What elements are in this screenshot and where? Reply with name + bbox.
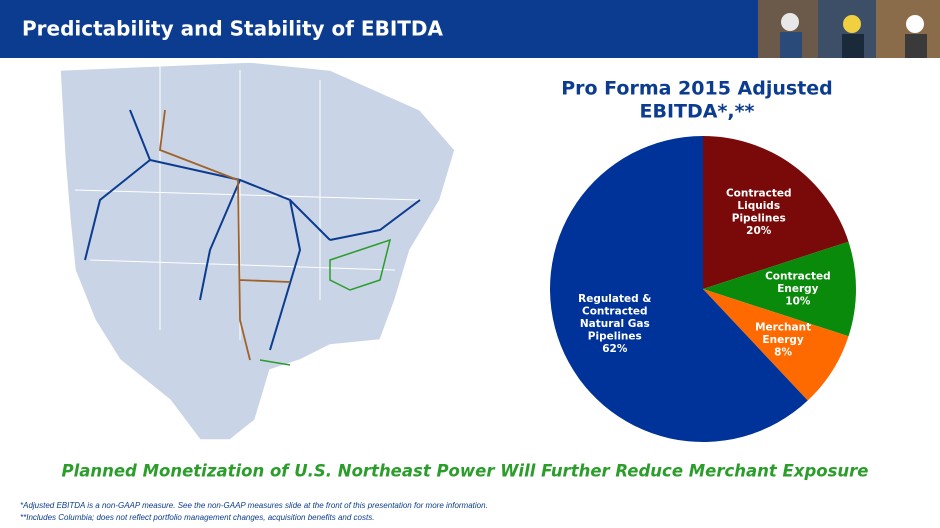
slice-label: Contracted bbox=[726, 188, 792, 200]
pie-slice bbox=[703, 289, 849, 401]
value-label: 10% bbox=[785, 296, 811, 308]
value-label: 8% bbox=[774, 346, 792, 358]
slide-title: Predictability and Stability of EBITDA bbox=[22, 17, 444, 41]
footnote: **Includes Columbia; does not reflect po… bbox=[20, 513, 374, 522]
slice-label: Merchant bbox=[755, 321, 811, 333]
slice-label: Pipelines bbox=[732, 213, 786, 225]
pie-slice bbox=[703, 241, 856, 337]
slice-label: Contracted bbox=[582, 305, 648, 317]
slice-label: Pipelines bbox=[588, 330, 642, 342]
slice-label: Natural Gas bbox=[580, 318, 650, 330]
banner: Planned Monetization of U.S. Northeast P… bbox=[61, 462, 868, 481]
chart-title: Pro Forma 2015 Adjusted bbox=[561, 78, 833, 100]
slice-label: Regulated & bbox=[578, 293, 651, 305]
value-label: 62% bbox=[602, 343, 628, 355]
footnote: *Adjusted EBITDA is a non-GAAP measure. … bbox=[20, 501, 488, 510]
value-label: 20% bbox=[746, 225, 772, 237]
header-photos bbox=[758, 0, 940, 58]
slice-label: Energy bbox=[762, 334, 803, 346]
header-bar bbox=[0, 0, 758, 58]
chart-title: EBITDA*,** bbox=[640, 101, 755, 123]
slice-label: Contracted bbox=[765, 271, 831, 283]
pie-slice bbox=[703, 136, 849, 289]
pie-slice bbox=[550, 136, 808, 442]
slice-label: Energy bbox=[777, 283, 818, 295]
slice-label: Liquids bbox=[737, 200, 780, 212]
map bbox=[59, 60, 456, 441]
